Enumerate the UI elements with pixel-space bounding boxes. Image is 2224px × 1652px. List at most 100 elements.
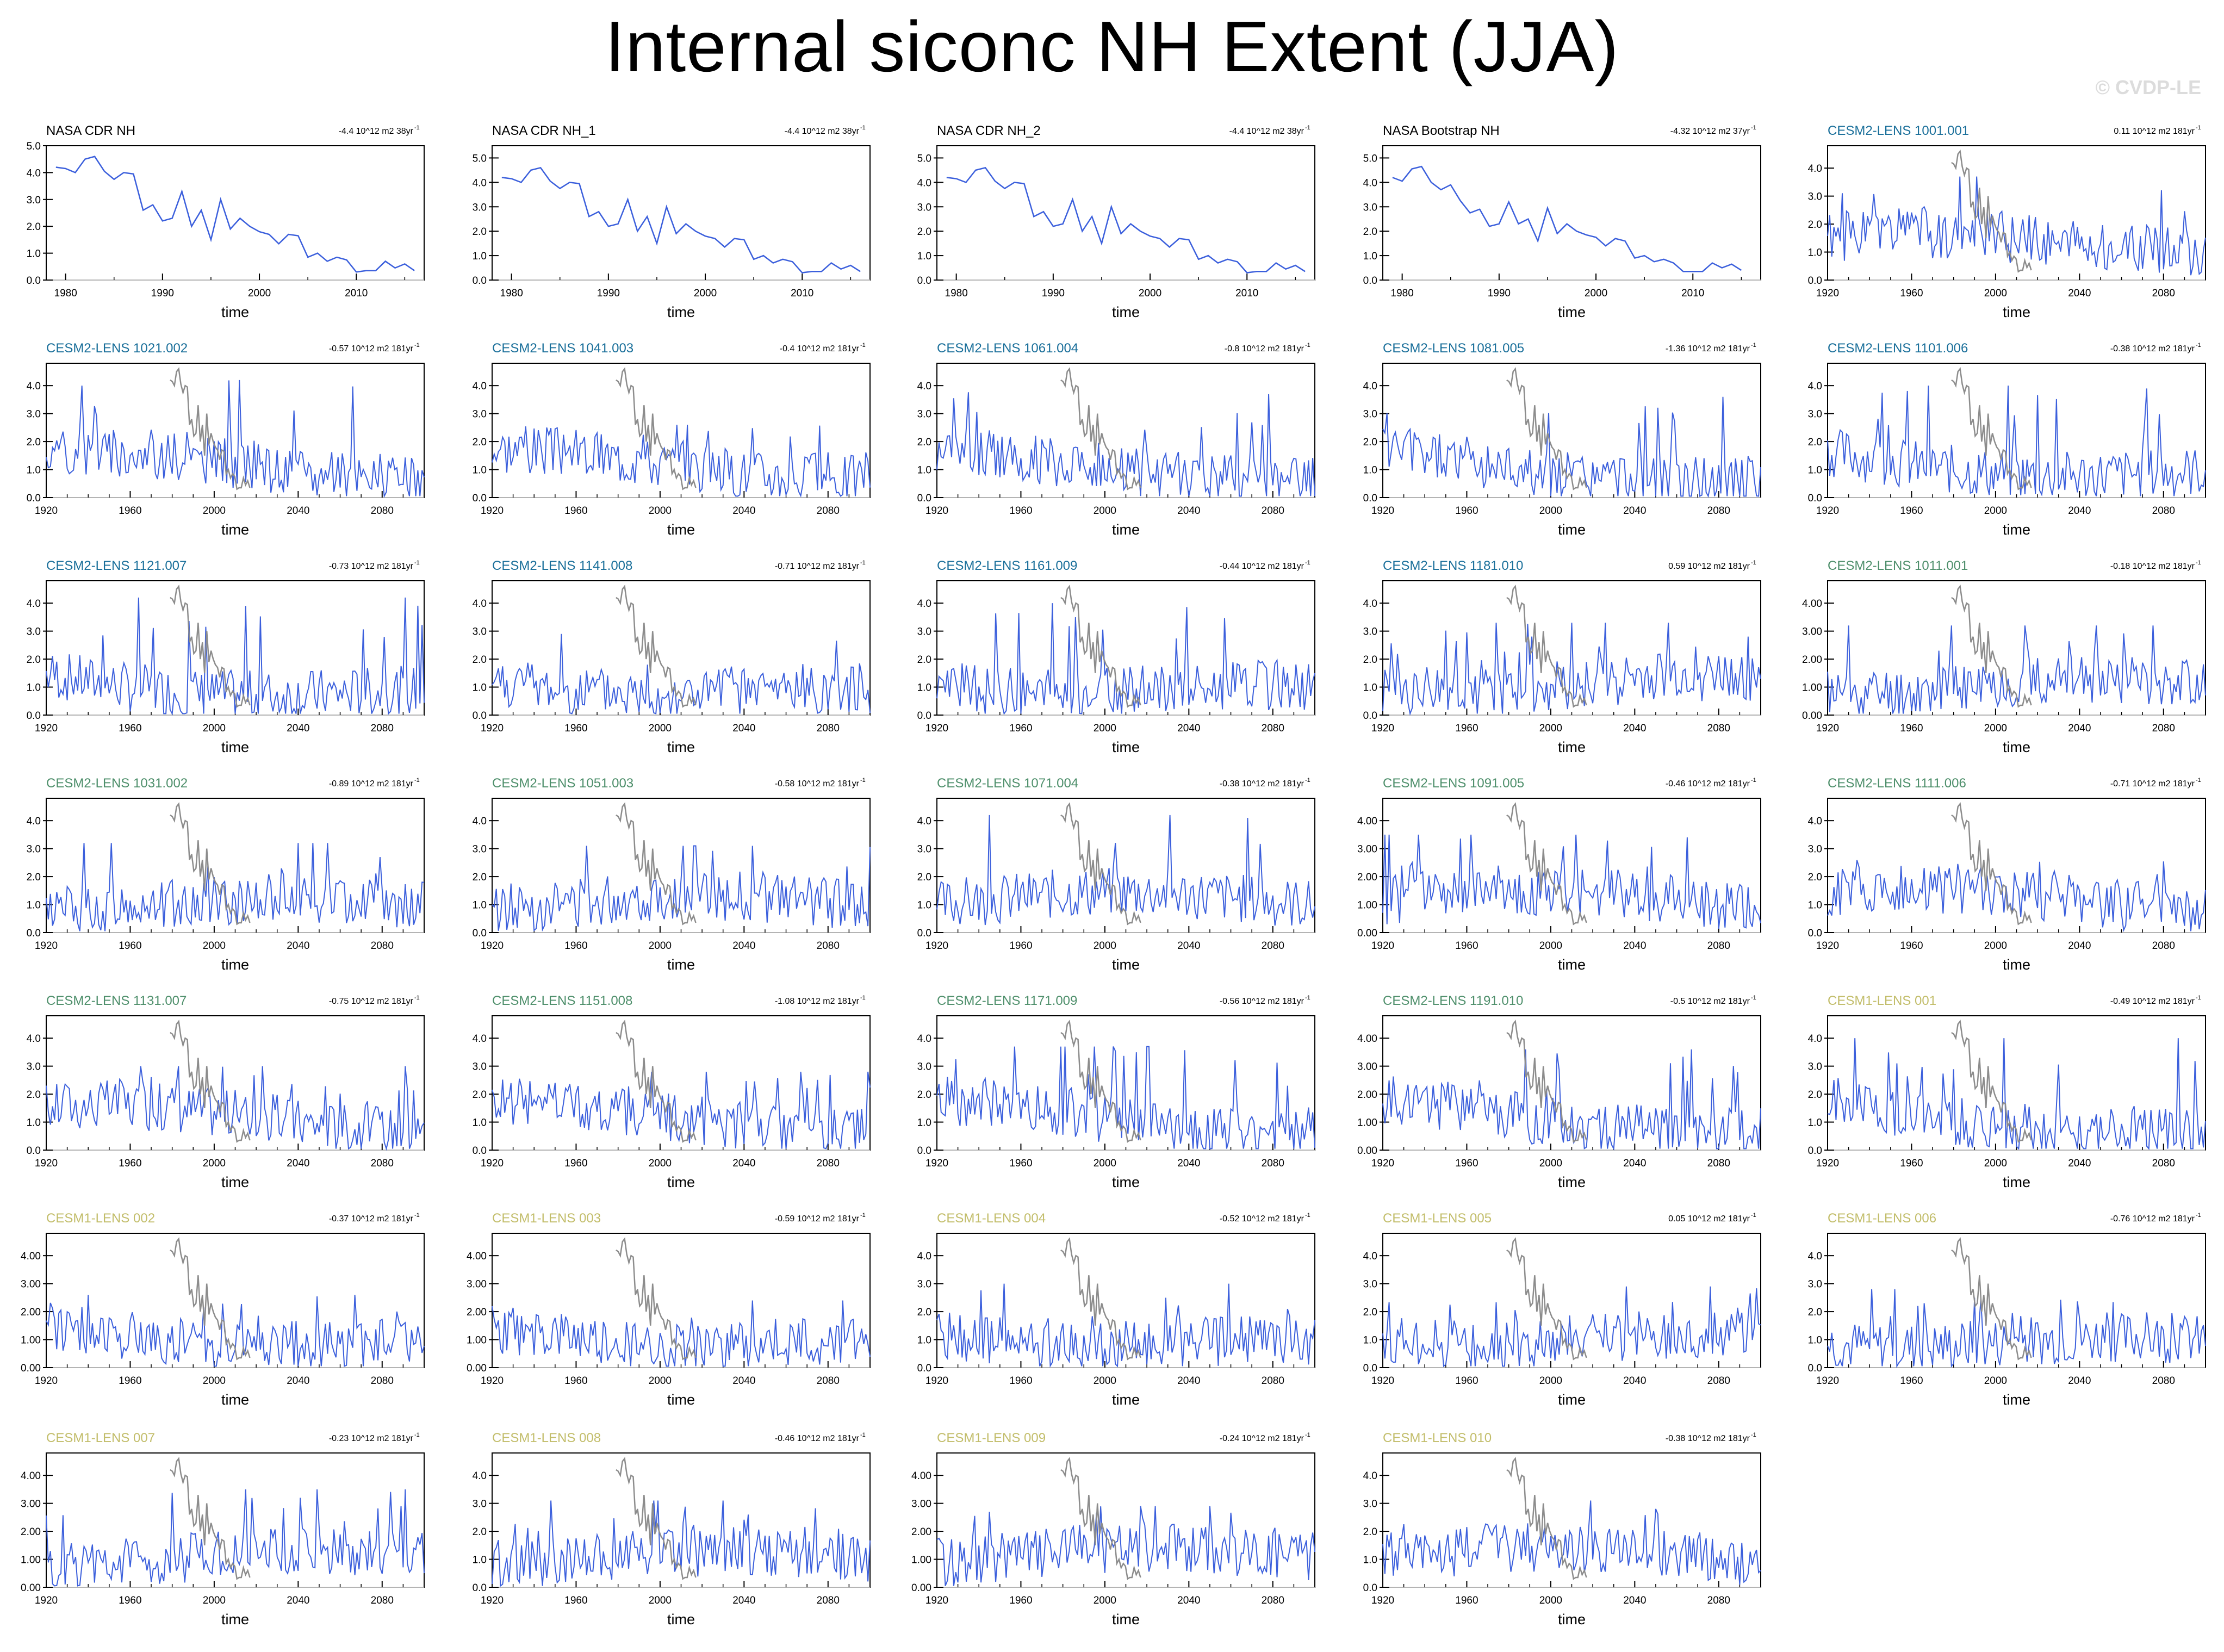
trend-label: -0.4 10^12 m2 181yr (780, 344, 860, 353)
y-tick-label: 4.0 (917, 816, 931, 827)
model-series-line (1382, 1286, 1761, 1368)
obs-overlay-line (170, 1237, 251, 1361)
obs-overlay-line (1951, 585, 2032, 708)
x-tick-label: 2080 (1707, 723, 1730, 734)
panel-20: CESM2-LENS 1111.006 -0.71 10^12 m2 181yr -… (1808, 776, 2206, 973)
y-tick-label: 1.0 (27, 1117, 41, 1129)
x-axis-label: time (221, 1392, 249, 1408)
panel-24: CESM2-LENS 1191.010 -0.5 10^12 m2 181yr -1… (1357, 993, 1761, 1190)
x-tick-label: 1920 (925, 940, 948, 952)
y-tick-label: 3.0 (473, 409, 487, 420)
x-tick-label: 2000 (203, 1595, 226, 1606)
x-axis-label: time (1112, 1392, 1140, 1408)
x-tick-label: 2040 (1177, 723, 1200, 734)
y-tick-label: 0.0 (917, 1145, 931, 1157)
y-tick-label: 3.00 (467, 1279, 487, 1290)
panel-title: CESM2-LENS 1121.007 (46, 558, 187, 573)
y-tick-label: 1.00 (1357, 1117, 1377, 1129)
panel-3: NASA CDR NH_2 -4.4 10^12 m2 38yr -1 0.0 1.0 2… (917, 123, 1315, 320)
panel-title: CESM2-LENS 1181.010 (1383, 558, 1523, 573)
model-series-line (46, 597, 425, 716)
x-tick-label: 1960 (1009, 1375, 1032, 1387)
y-tick-label: 3.0 (473, 626, 487, 638)
x-tick-label: 2000 (203, 723, 226, 734)
x-tick-label: 2040 (732, 1595, 755, 1606)
y-tick-label: 1.0 (1808, 465, 1822, 476)
y-tick-label: 0.0 (27, 710, 41, 722)
trend-label: -0.18 10^12 m2 181yr (2110, 562, 2195, 571)
panel-15: CESM2-LENS 1011.001 -0.18 10^12 m2 181yr -… (1802, 558, 2206, 755)
x-tick-label: 1960 (1009, 505, 1032, 517)
panel-title: CESM1-LENS 009 (937, 1431, 1046, 1445)
x-tick-label: 2000 (1984, 940, 2007, 952)
model-series-line (1382, 1500, 1761, 1585)
panel-6: CESM2-LENS 1021.002 -0.57 10^12 m2 181yr -… (27, 341, 425, 538)
y-tick-label: 2.00 (911, 1526, 931, 1538)
panel-title: CESM1-LENS 006 (1828, 1211, 1936, 1226)
y-tick-label: 2.0 (1363, 654, 1377, 666)
trend-exponent: -1 (1751, 1432, 1756, 1438)
x-tick-label: 2000 (649, 940, 672, 952)
trend-exponent: -1 (414, 1432, 420, 1438)
x-axis-label: time (2003, 957, 2030, 973)
x-tick-label: 2080 (1262, 940, 1284, 952)
y-tick-label: 3.0 (1808, 409, 1822, 420)
panel-10: CESM2-LENS 1101.006 -0.38 10^12 m2 181yr -… (1808, 341, 2206, 538)
x-tick-label: 2040 (1177, 1595, 1200, 1606)
y-tick-label: 4.0 (1363, 1251, 1377, 1262)
trend-exponent: -1 (1751, 777, 1756, 784)
panel-14: CESM2-LENS 1181.010 0.59 10^12 m2 181yr -1… (1363, 558, 1761, 755)
panel-19: CESM2-LENS 1091.005 -0.46 10^12 m2 181yr -… (1357, 776, 1761, 973)
x-tick-label: 2000 (1539, 723, 1562, 734)
trend-label: -0.46 10^12 m2 181yr (1666, 779, 1750, 788)
trend-exponent: -1 (1305, 777, 1310, 784)
panel-title: CESM2-LENS 1021.002 (46, 341, 188, 356)
x-tick-label: 2000 (1539, 1158, 1562, 1169)
trend-label: -4.4 10^12 m2 38yr (339, 127, 414, 136)
y-tick-label: 3.0 (917, 844, 931, 855)
x-tick-label: 1960 (1455, 1595, 1478, 1606)
panel-title: CESM2-LENS 1101.006 (1828, 341, 1968, 356)
trend-exponent: -1 (860, 1212, 866, 1219)
y-tick-label: 4.0 (917, 177, 931, 189)
panel-26: CESM1-LENS 002 -0.37 10^12 m2 181yr -1 0.00… (21, 1211, 425, 1408)
x-axis-label: time (1558, 521, 1586, 538)
x-tick-label: 1920 (1816, 505, 1839, 517)
x-tick-label: 2080 (1262, 505, 1284, 517)
panel-title: CESM1-LENS 001 (1828, 993, 1936, 1008)
y-tick-label: 0.0 (1808, 493, 1822, 504)
trend-label: -0.56 10^12 m2 181yr (1220, 997, 1304, 1006)
trend-exponent: -1 (1751, 995, 1756, 1001)
y-tick-label: 3.0 (473, 202, 487, 213)
obs-overlay-line (616, 1237, 697, 1361)
y-tick-label: 2.0 (1808, 872, 1822, 883)
x-tick-label: 2080 (371, 723, 394, 734)
panel-32: CESM1-LENS 008 -0.46 10^12 m2 181yr -10.01… (473, 1431, 871, 1628)
x-axis-label: time (2003, 1392, 2030, 1408)
x-tick-label: 2080 (2152, 723, 2175, 734)
y-tick-label: 3.00 (21, 1279, 41, 1290)
x-axis-label: time (1112, 1174, 1140, 1190)
panel-title: CESM2-LENS 1111.006 (1828, 776, 1966, 791)
y-tick-label: 1.0 (473, 251, 487, 262)
x-tick-label: 1920 (1371, 723, 1394, 734)
x-tick-label: 2000 (248, 288, 271, 299)
model-series-line (492, 1300, 871, 1367)
y-tick-label: 0.0 (1808, 1145, 1822, 1157)
x-tick-label: 2000 (203, 1158, 226, 1169)
y-tick-label: 2.0 (27, 872, 41, 883)
x-axis-label: time (2003, 1174, 2030, 1190)
y-tick-label: 0.0 (473, 928, 487, 939)
y-tick-label: 2.0 (473, 654, 487, 666)
trend-exponent: -1 (860, 125, 866, 131)
obs-overlay-line (1506, 1020, 1587, 1143)
y-tick-label: 0.0 (917, 493, 931, 504)
trend-label: -0.37 10^12 m2 181yr (329, 1214, 414, 1224)
y-tick-label: 1.0 (27, 465, 41, 476)
trend-exponent: -1 (2196, 1212, 2201, 1219)
obs-overlay-line (1951, 1237, 2032, 1361)
y-tick-label: 3.0 (473, 1061, 487, 1073)
panel-title: CESM2-LENS 1131.007 (46, 993, 187, 1008)
y-tick-label: 3.0 (1808, 844, 1822, 855)
